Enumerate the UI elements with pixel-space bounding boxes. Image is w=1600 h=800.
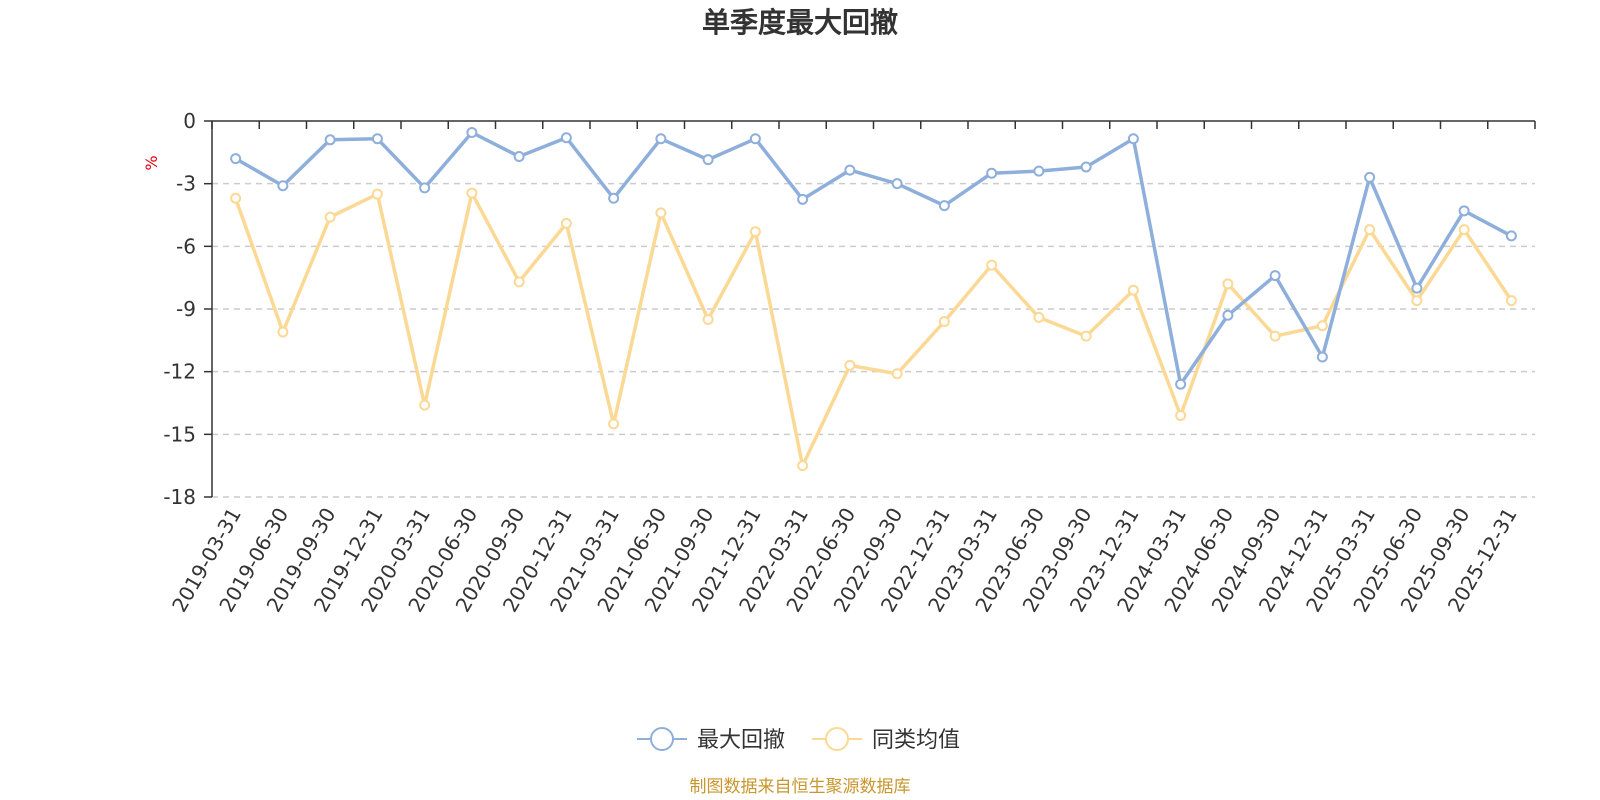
legend[interactable]: 最大回撤 同类均值: [637, 727, 960, 753]
data-point: [324, 211, 336, 223]
legend-item-1[interactable]: 最大回撤: [637, 727, 785, 753]
data-point: [1411, 282, 1423, 294]
data-point: [1505, 295, 1517, 307]
data-point: [702, 154, 714, 166]
data-point: [749, 226, 761, 238]
y-tick-label: -12: [163, 360, 196, 384]
data-point: [230, 192, 242, 204]
legend-item-2[interactable]: 同类均值: [812, 727, 960, 753]
data-point: [655, 133, 667, 145]
series-line: [233, 191, 1513, 468]
data-point: [938, 316, 950, 328]
data-point: [986, 259, 998, 271]
legend-marker: [650, 727, 674, 751]
y-tick-label: -15: [163, 422, 196, 446]
data-point: [1364, 171, 1376, 183]
data-point: [560, 217, 572, 229]
y-tick-label: -3: [176, 172, 196, 196]
data-point: [1033, 311, 1045, 323]
data-point: [844, 359, 856, 371]
data-point: [1175, 378, 1187, 390]
data-point: [466, 126, 478, 138]
data-point: [1316, 320, 1328, 332]
data-point: [419, 399, 431, 411]
data-point: [560, 132, 572, 144]
series-1: [230, 126, 1517, 390]
y-tick-label: -18: [163, 485, 196, 509]
data-point: [891, 178, 903, 190]
data-point: [466, 187, 478, 199]
series-2: [230, 187, 1517, 472]
data-point: [1222, 278, 1234, 290]
data-point: [1269, 330, 1281, 342]
chart-title: 单季度最大回撤: [702, 6, 898, 39]
data-point: [1033, 165, 1045, 177]
data-point: [324, 134, 336, 146]
data-point: [702, 313, 714, 325]
data-point: [230, 153, 242, 165]
data-point: [749, 133, 761, 145]
y-tick-label: -6: [176, 234, 196, 258]
source-note: 制图数据来自恒生聚源数据库: [690, 777, 911, 797]
data-point: [608, 418, 620, 430]
data-point: [1080, 161, 1092, 173]
data-point: [1411, 295, 1423, 307]
data-point: [371, 188, 383, 200]
data-point: [797, 193, 809, 205]
data-point: [655, 207, 667, 219]
data-point: [1269, 270, 1281, 282]
data-point: [513, 276, 525, 288]
series-layer: [230, 126, 1517, 472]
data-point: [1364, 224, 1376, 236]
data-point: [1127, 284, 1139, 296]
y-axis-label: %: [142, 155, 161, 170]
legend-label: 同类均值: [872, 728, 960, 753]
data-point: [277, 180, 289, 192]
data-point: [938, 200, 950, 212]
data-point: [844, 164, 856, 176]
series-line: [234, 130, 1513, 386]
data-point: [891, 368, 903, 380]
data-point: [1316, 351, 1328, 363]
y-tick-label: -9: [176, 297, 196, 321]
data-point: [797, 460, 809, 472]
legend-label: 最大回撤: [697, 728, 785, 753]
data-point: [513, 151, 525, 163]
data-point: [1222, 309, 1234, 321]
y-tick-label: 0: [183, 109, 196, 133]
data-point: [1080, 330, 1092, 342]
data-point: [1505, 230, 1517, 242]
data-point: [277, 326, 289, 338]
data-point: [419, 182, 431, 194]
data-point: [1127, 133, 1139, 145]
data-point: [371, 133, 383, 145]
data-point: [1175, 410, 1187, 422]
data-point: [986, 167, 998, 179]
data-point: [1458, 205, 1470, 217]
data-point: [608, 192, 620, 204]
legend-marker: [825, 727, 849, 751]
data-point: [1458, 224, 1470, 236]
